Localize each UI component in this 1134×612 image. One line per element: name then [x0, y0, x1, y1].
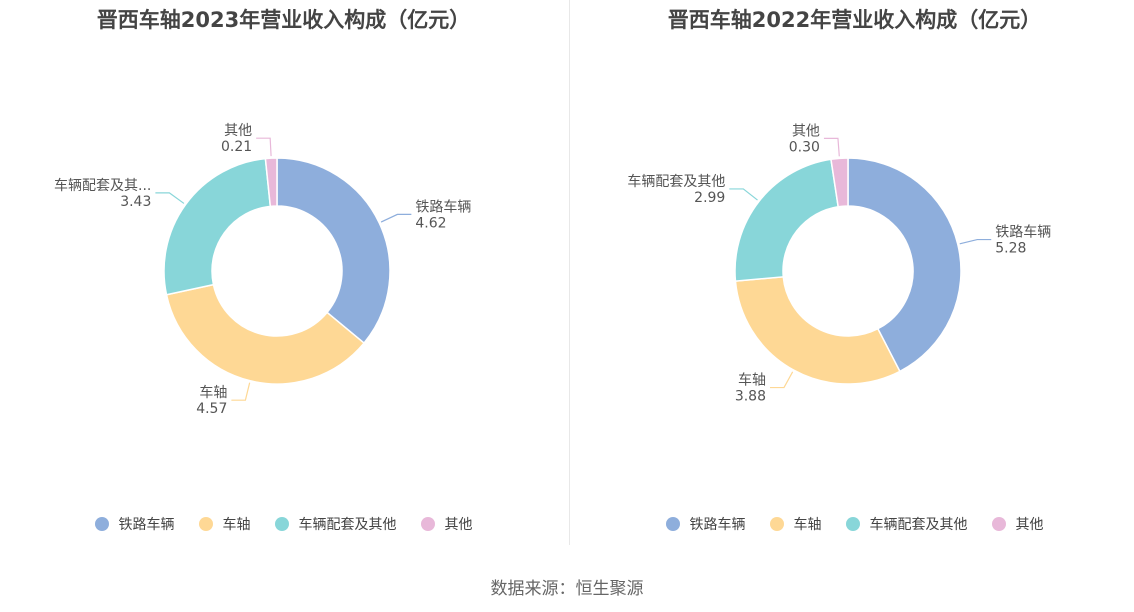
donut-slice-vehicle-parts[interactable]	[163, 157, 272, 296]
leader-line	[959, 238, 992, 245]
donut-slice-axle[interactable]	[734, 276, 901, 385]
slice-label: 其他	[792, 123, 820, 139]
legend-marker-icon	[198, 517, 213, 531]
chart-title: 晋西车轴2022年营业收入构成（亿元）	[667, 8, 1042, 32]
data-source-note: 数据来源：恒生聚源	[490, 579, 644, 599]
legend-marker-icon	[94, 517, 109, 531]
chart-legend: 铁路车辆 车轴 车辆配套及其他 其他	[0, 514, 567, 534]
slice-value-label: 2.99	[694, 190, 725, 206]
slice-value-label: 5.28	[995, 241, 1026, 257]
donut-slice-railway-vehicles[interactable]	[847, 157, 962, 373]
legend-label: 车轴	[222, 517, 251, 533]
legend-marker-icon	[420, 517, 435, 531]
slice-label: 其他	[224, 123, 252, 139]
legend-item-vehicle-parts[interactable]: 车辆配套及其他	[274, 514, 397, 534]
legend-marker-icon	[769, 517, 784, 531]
legend-marker-icon	[845, 517, 860, 531]
legend-label: 铁路车辆	[689, 517, 746, 533]
leader-line	[823, 137, 840, 157]
legend-marker-icon	[665, 517, 680, 531]
slice-label: 车辆配套及其他	[627, 173, 725, 190]
leader-line	[729, 188, 758, 201]
slice-value-label: 3.43	[120, 194, 151, 210]
slice-value-label: 4.57	[196, 401, 227, 417]
slice-label: 铁路车辆	[995, 224, 1051, 241]
leader-line	[155, 192, 185, 204]
leader-line	[231, 382, 251, 401]
legend-item-vehicle-parts[interactable]: 车辆配套及其他	[845, 514, 968, 534]
donut-slice-other[interactable]	[264, 157, 278, 208]
slice-label: 车轴	[199, 384, 227, 401]
legend-label: 车辆配套及其他	[298, 517, 397, 533]
legend-label: 铁路车辆	[118, 517, 175, 533]
panel-divider	[569, 0, 570, 545]
chart-legend: 铁路车辆 车轴 车辆配套及其他 其他	[571, 514, 1134, 534]
legend-item-railway-vehicles[interactable]: 铁路车辆	[94, 514, 175, 534]
legend-label: 其他	[444, 517, 473, 533]
legend-marker-icon	[274, 517, 289, 531]
donut-slice-axle[interactable]	[165, 283, 366, 385]
legend-item-railway-vehicles[interactable]: 铁路车辆	[665, 514, 746, 534]
legend-item-other[interactable]: 其他	[991, 514, 1044, 534]
leader-line	[256, 137, 272, 157]
chart-panel-2023: 晋西车轴2023年营业收入构成（亿元） 铁路车辆 4.62 车轴 4.57 车辆配套及其…	[0, 0, 567, 545]
legend-item-axle[interactable]: 车轴	[769, 514, 822, 534]
donut-slice-other[interactable]	[830, 157, 849, 208]
slice-value-label: 0.21	[221, 139, 252, 155]
legend-label: 车辆配套及其他	[869, 517, 968, 533]
slice-value-label: 4.62	[415, 215, 446, 231]
slice-value-label: 0.30	[789, 139, 820, 155]
slice-label: 铁路车辆	[415, 198, 471, 215]
legend-label: 其他	[1015, 517, 1044, 533]
legend-item-axle[interactable]: 车轴	[198, 514, 251, 534]
chart-title: 晋西车轴2023年营业收入构成（亿元）	[96, 8, 471, 32]
slice-value-label: 3.88	[735, 389, 766, 405]
legend-marker-icon	[991, 517, 1006, 531]
chart-panel-2022: 晋西车轴2022年营业收入构成（亿元） 铁路车辆 5.28 车轴 3.88 车辆配套及其…	[571, 0, 1134, 545]
legend-item-other[interactable]: 其他	[420, 514, 473, 534]
donut-slice-vehicle-parts[interactable]	[734, 158, 840, 282]
leader-line	[769, 371, 794, 389]
legend-label: 车轴	[793, 517, 822, 533]
leader-line	[380, 213, 412, 223]
slice-label: 车辆配套及其...	[54, 177, 151, 194]
slice-label: 车轴	[738, 372, 766, 389]
donut-slice-railway-vehicles[interactable]	[276, 157, 391, 345]
